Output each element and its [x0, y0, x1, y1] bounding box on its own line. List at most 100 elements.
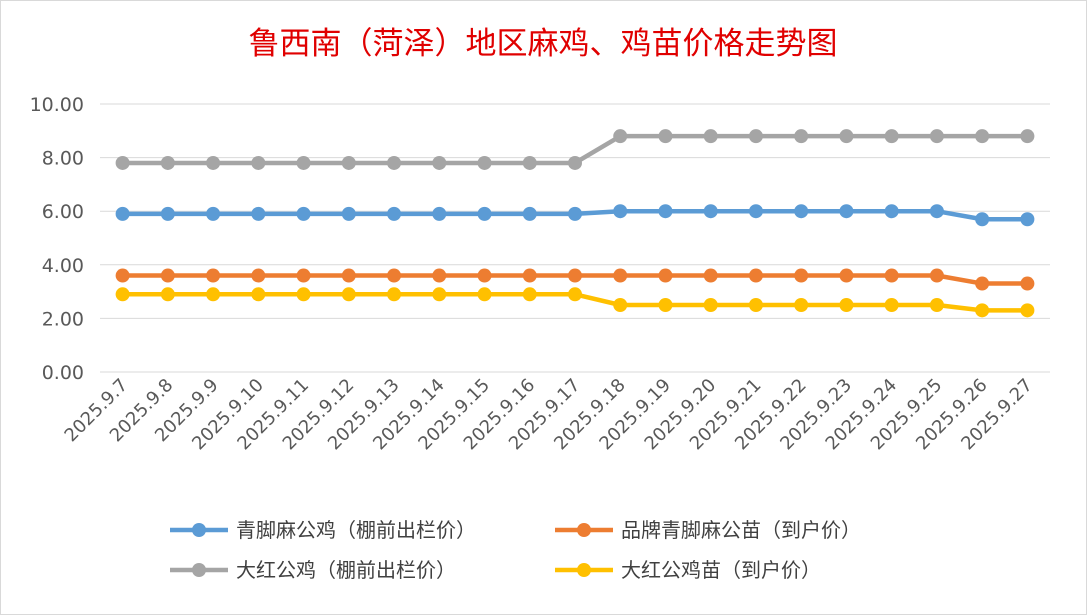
data-point	[568, 206, 582, 221]
data-point	[206, 268, 221, 283]
data-point	[748, 298, 763, 312]
data-point	[884, 268, 899, 283]
data-point	[522, 287, 537, 302]
data-point	[613, 204, 628, 219]
series-1	[115, 268, 1035, 291]
data-point	[341, 206, 356, 221]
data-point	[975, 303, 990, 318]
data-point	[748, 268, 763, 283]
data-point	[251, 287, 266, 302]
data-point	[839, 129, 854, 144]
data-point	[522, 268, 537, 283]
y-axis-ticks: 0.00 2.00 4.00 6.00 8.00 10.00	[30, 94, 84, 384]
data-point	[929, 129, 944, 144]
legend-label: 品牌青脚麻公苗（到户价）	[621, 518, 861, 542]
data-point	[477, 268, 492, 283]
data-point	[568, 287, 582, 302]
y-tick-label: 0.00	[42, 362, 84, 384]
data-point	[432, 268, 447, 283]
data-point	[703, 298, 718, 312]
data-point	[568, 268, 582, 283]
data-point	[251, 155, 266, 170]
data-point	[522, 155, 537, 170]
data-point	[929, 204, 944, 219]
legend-item: 品牌青脚麻公苗（到户价）	[555, 518, 861, 542]
y-tick-label: 8.00	[42, 148, 84, 170]
series-3	[115, 287, 1035, 318]
legend-label: 青脚麻公鸡（棚前出栏价）	[236, 518, 476, 542]
legend-label: 大红公鸡苗（到户价）	[621, 558, 821, 582]
data-point	[160, 287, 175, 302]
gridlines	[100, 103, 1050, 373]
data-point	[341, 155, 356, 170]
y-tick-label: 6.00	[42, 201, 84, 223]
series-lines	[115, 129, 1035, 318]
data-point	[522, 206, 537, 221]
legend-swatch-marker	[577, 523, 591, 537]
legend-swatch-marker	[192, 563, 206, 577]
data-point	[975, 212, 990, 227]
data-point	[341, 268, 356, 283]
data-point	[1020, 303, 1035, 318]
data-point	[613, 268, 628, 283]
legend-item: 大红公鸡苗（到户价）	[555, 558, 821, 582]
data-point	[296, 155, 311, 170]
data-point	[703, 129, 718, 144]
data-point	[568, 155, 582, 170]
data-point	[884, 298, 899, 312]
data-point	[703, 204, 718, 219]
data-point	[839, 298, 854, 312]
data-point	[206, 206, 221, 221]
data-point	[794, 298, 809, 312]
data-point	[703, 268, 718, 283]
data-point	[477, 155, 492, 170]
data-point	[206, 155, 221, 170]
data-point	[1020, 129, 1035, 144]
data-point	[794, 204, 809, 219]
data-point	[432, 155, 447, 170]
data-point	[839, 204, 854, 219]
data-point	[296, 206, 311, 221]
data-point	[115, 206, 130, 221]
data-point	[794, 129, 809, 144]
data-point	[975, 276, 990, 291]
data-point	[658, 204, 673, 219]
data-point	[251, 206, 266, 221]
data-point	[160, 206, 175, 221]
data-point	[477, 287, 492, 302]
data-point	[658, 298, 673, 312]
legend-item: 大红公鸡（棚前出栏价）	[170, 558, 456, 582]
data-point	[296, 268, 311, 283]
data-point	[884, 129, 899, 144]
data-point	[884, 204, 899, 219]
data-point	[115, 155, 130, 170]
data-point	[206, 287, 221, 302]
data-point	[296, 287, 311, 302]
data-point	[387, 287, 402, 302]
data-point	[251, 268, 266, 283]
legend-swatch-marker	[192, 523, 206, 537]
data-point	[387, 206, 402, 221]
data-point	[477, 206, 492, 221]
data-point	[432, 206, 447, 221]
y-tick-label: 4.00	[42, 255, 84, 277]
series-2	[115, 129, 1035, 170]
legend-swatch-marker	[577, 563, 591, 577]
x-axis-ticks: 2025.9.72025.9.82025.9.92025.9.102025.9.…	[61, 375, 1037, 455]
data-point	[839, 268, 854, 283]
data-point	[115, 287, 130, 302]
data-point	[1020, 212, 1035, 227]
data-point	[748, 204, 763, 219]
data-point	[658, 129, 673, 144]
data-point	[387, 268, 402, 283]
data-point	[929, 268, 944, 283]
data-point	[432, 287, 447, 302]
data-point	[1020, 276, 1035, 291]
legend-label: 大红公鸡（棚前出栏价）	[236, 558, 456, 582]
y-tick-label: 10.00	[30, 94, 84, 116]
series-0	[115, 204, 1035, 227]
data-point	[387, 155, 402, 170]
data-point	[748, 129, 763, 144]
